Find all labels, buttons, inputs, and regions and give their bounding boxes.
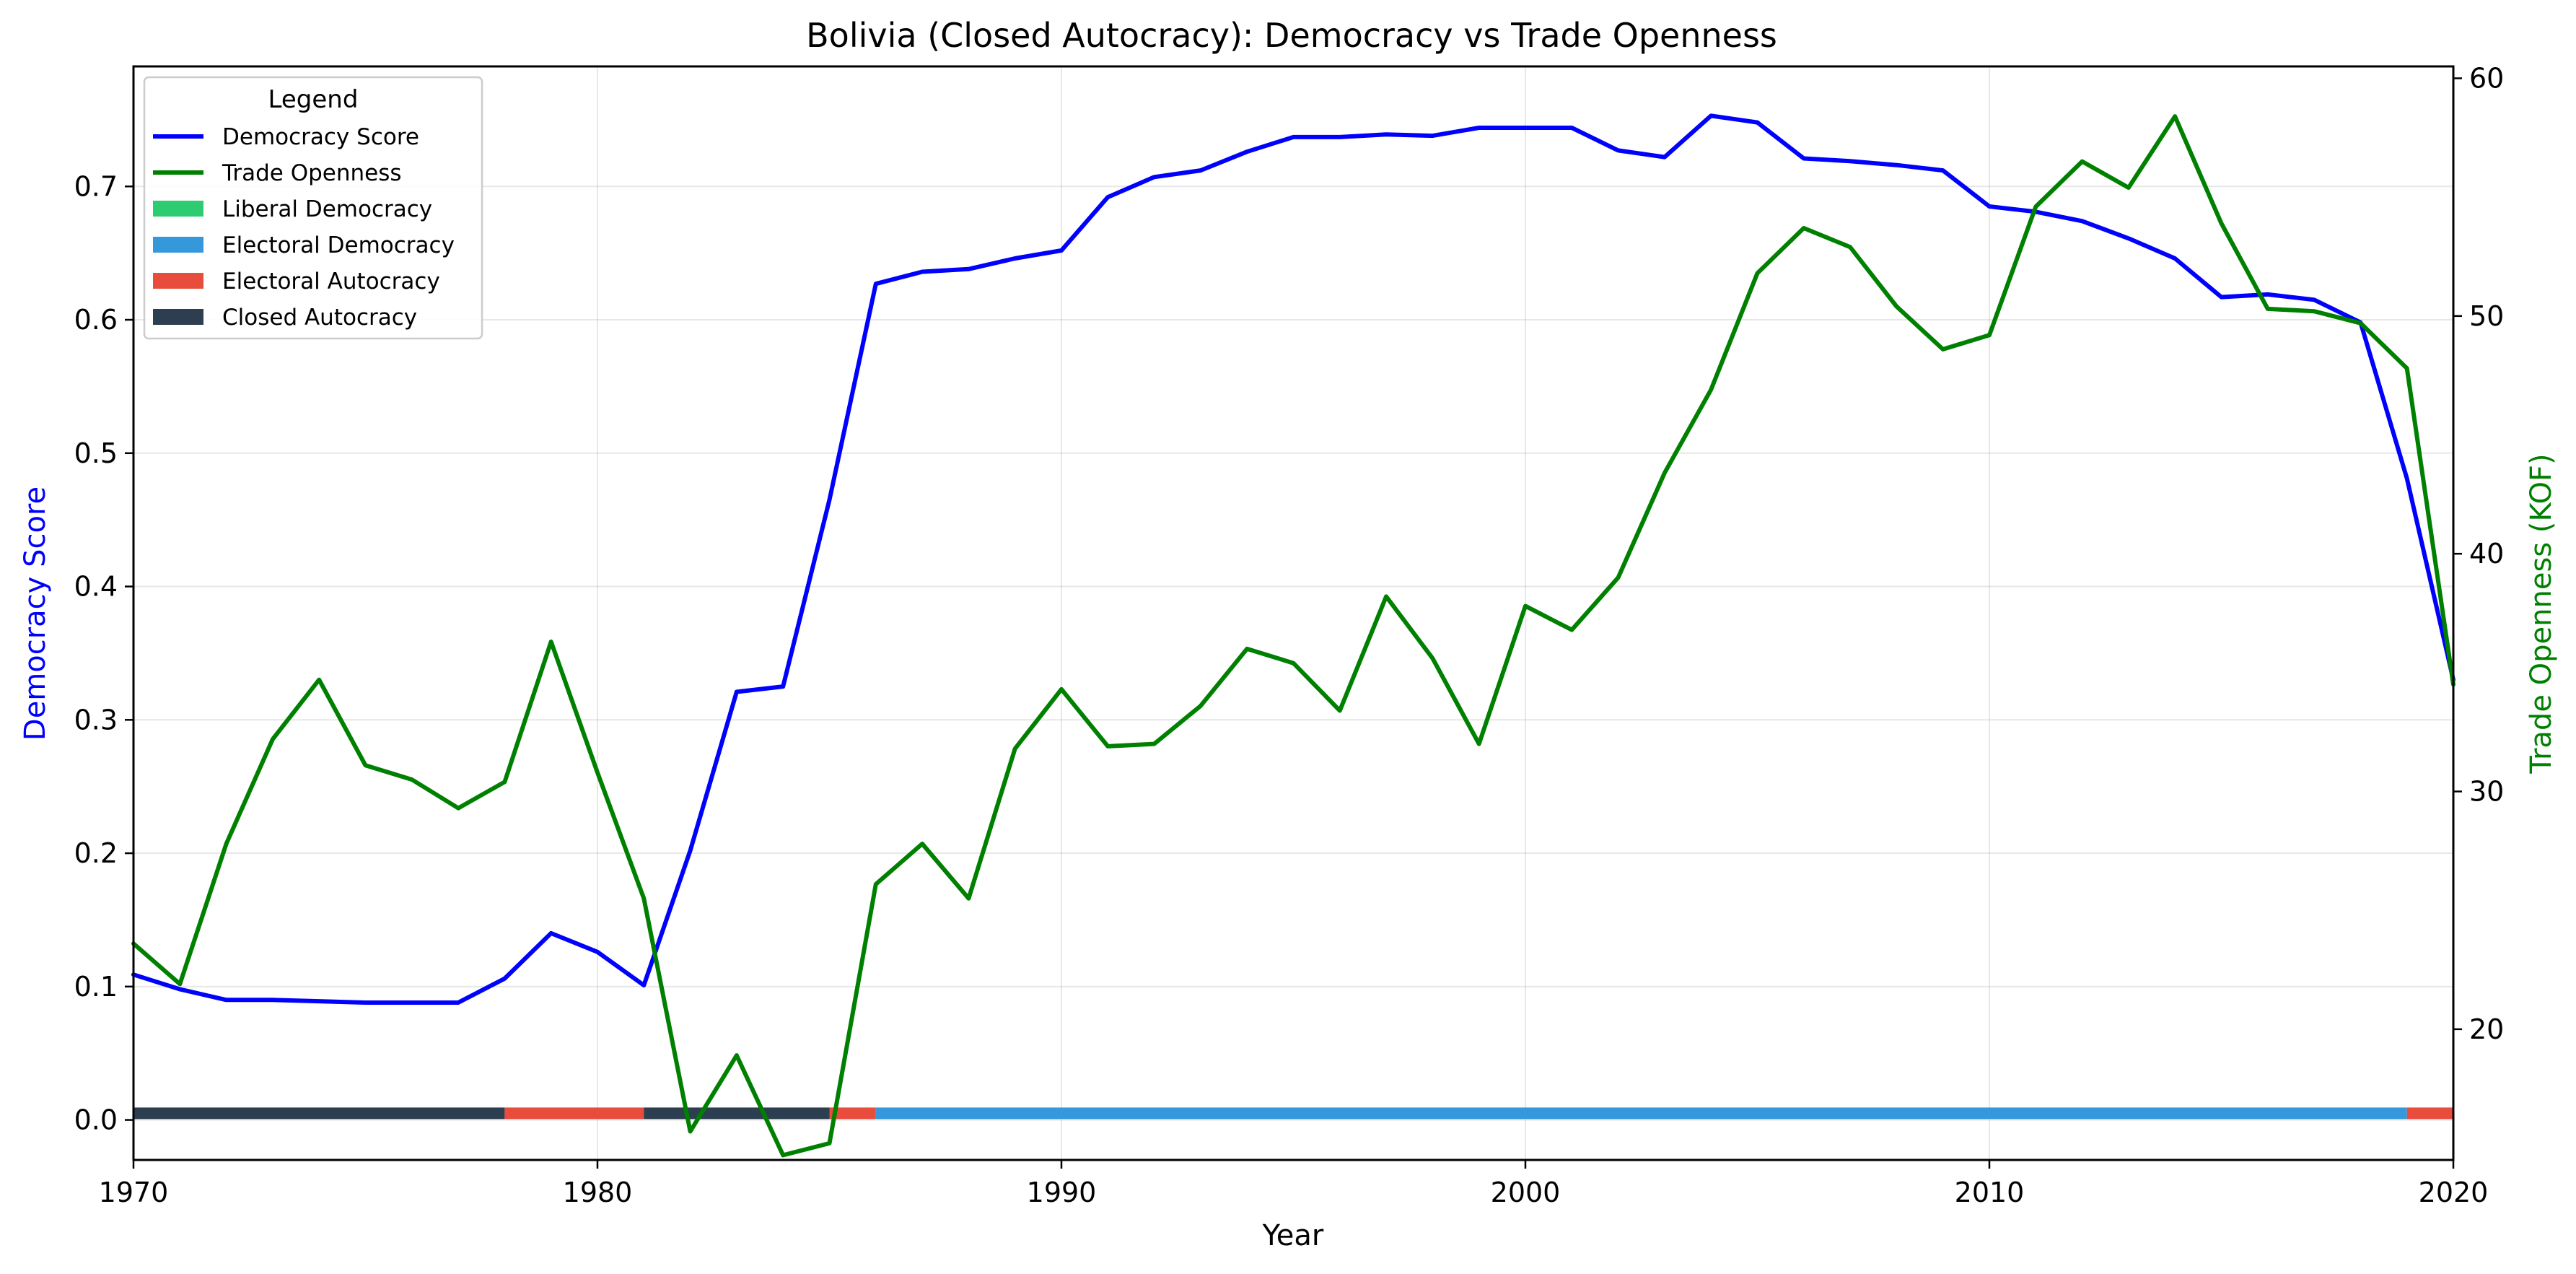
y-left-tick-label: 0.0 [74, 1104, 118, 1136]
x-tick-label: 2000 [1491, 1177, 1561, 1208]
y-left-tick-label: 0.1 [74, 971, 118, 1003]
legend-label-electoral-autocracy: Electoral Autocracy [222, 269, 440, 294]
series-line-trade-openness [131, 114, 2455, 1158]
legend-swatch-liberal-democracy [153, 201, 203, 217]
x-tick-label: 1980 [563, 1177, 633, 1208]
legend-label-trade-openness: Trade Openness [222, 160, 402, 186]
legend-title: Legend [268, 85, 359, 114]
y-left-tick-label: 0.4 [74, 571, 118, 603]
x-axis-title: Year [1262, 1219, 1324, 1252]
series-lines [131, 113, 2455, 1158]
x-tick-label: 2020 [2419, 1177, 2489, 1208]
chart-title: Bolivia (Closed Autocracy): Democracy vs… [806, 16, 1777, 55]
y-right-tick-label: 50 [2469, 300, 2504, 332]
y-left-tick-label: 0.5 [74, 437, 118, 469]
legend: Legend Democracy Score Trade Openness Liber… [143, 76, 483, 340]
y-right-tick-label: 60 [2469, 62, 2504, 94]
plot-frame [132, 65, 2455, 1161]
legend-label-electoral-democracy: Electoral Democracy [222, 232, 455, 258]
legend-label-democracy-score: Democracy Score [222, 124, 419, 150]
legend-label-closed-autocracy: Closed Autocracy [222, 305, 417, 331]
y-left-tick-label: 0.2 [74, 837, 118, 869]
y-left-tick-label: 0.3 [74, 704, 118, 736]
y-axis-right: 20 30 40 50 60 [2453, 62, 2504, 1045]
y-right-tick-label: 40 [2469, 538, 2504, 570]
series-line-democracy-score [131, 113, 2455, 1005]
y-right-tick-label: 20 [2469, 1013, 2504, 1045]
y-left-tick-label: 0.7 [74, 170, 118, 202]
y-left-tick-label: 0.6 [74, 304, 118, 336]
x-tick-label: 2010 [1955, 1177, 2025, 1208]
y-right-tick-label: 30 [2469, 776, 2504, 808]
y-axis-right-title: Trade Openness (KOF) [2525, 453, 2558, 774]
x-tick-label: 1970 [99, 1177, 169, 1208]
legend-swatch-electoral-democracy [153, 237, 203, 253]
y-axis-left: 0.0 0.1 0.2 0.3 0.4 0.5 0.6 0.7 [74, 170, 133, 1136]
y-axis-left-title: Democracy Score [19, 487, 52, 741]
legend-swatch-closed-autocracy [153, 309, 203, 325]
legend-swatch-electoral-autocracy [153, 273, 203, 289]
x-axis: 1970 1980 1990 2000 2010 2020 [99, 1160, 2489, 1208]
legend-label-liberal-democracy: Liberal Democracy [222, 196, 432, 222]
x-tick-label: 1990 [1027, 1177, 1097, 1208]
legend-box [143, 76, 483, 340]
